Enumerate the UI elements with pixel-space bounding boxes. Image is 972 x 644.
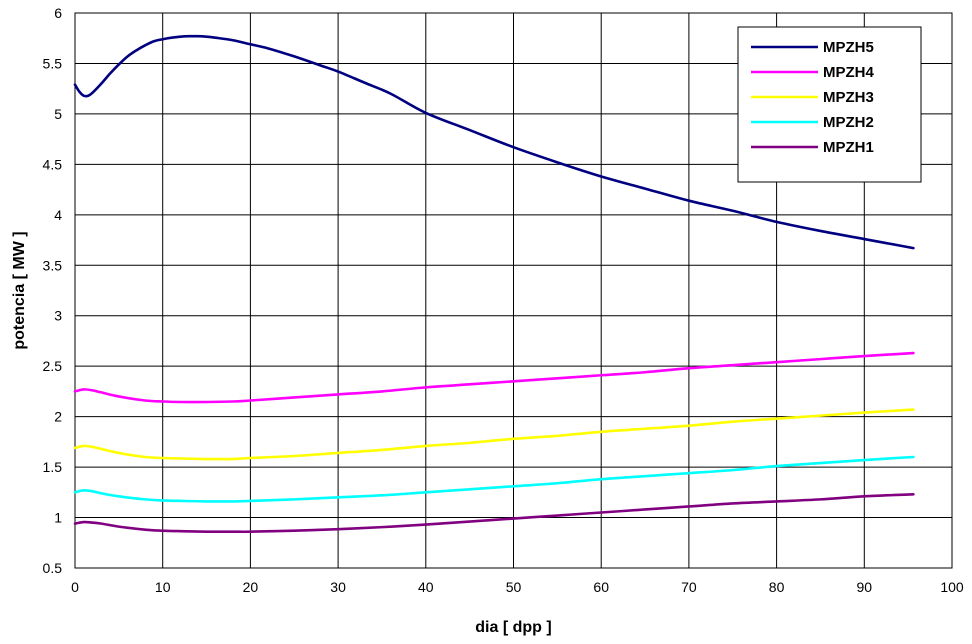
series-layer (73, 34, 915, 534)
y-tick-label: 2.5 (43, 358, 63, 374)
legend-label: MPZH3 (823, 89, 874, 106)
x-axis-title: dia [ dpp ] (475, 619, 551, 636)
x-tick-labels: 0 10 20 30 40 50 60 70 80 90 100 (71, 579, 964, 595)
y-tick-label: 0.5 (43, 560, 63, 576)
x-tick-label: 40 (418, 579, 434, 595)
x-tick-label: 60 (593, 579, 609, 595)
series-line-mpzh1 (73, 493, 915, 534)
y-tick-label: 5 (54, 106, 62, 122)
y-tick-label: 6 (54, 5, 62, 21)
series-line-mpzh2 (73, 455, 915, 503)
x-tick-label: 90 (857, 579, 873, 595)
y-tick-labels: 0.5 1 1.5 2 2.5 3 3.5 4 4.5 5 5.5 6 (43, 5, 63, 576)
x-tick-label: 50 (506, 579, 522, 595)
legend-label: MPZH5 (823, 39, 874, 56)
x-tick-label: 70 (681, 579, 697, 595)
y-tick-label: 4 (54, 207, 62, 223)
series-line-mpzh4 (73, 351, 915, 404)
y-tick-label: 1.5 (43, 459, 63, 475)
legend-box (737, 26, 922, 183)
legend-label: MPZH4 (823, 64, 874, 81)
legend: MPZH5 MPZH4 MPZH3 MPZH2 MPZH1 (737, 26, 922, 183)
y-axis-title: potencia [ MW ] (11, 231, 28, 349)
x-tick-label: 20 (243, 579, 259, 595)
series-line-mpzh5 (73, 34, 915, 250)
legend-label: MPZH1 (823, 139, 874, 156)
x-tick-label: 30 (330, 579, 346, 595)
x-tick-label: 80 (769, 579, 785, 595)
y-tick-label: 2 (54, 409, 62, 425)
series-line-mpzh3 (73, 408, 915, 461)
y-tick-label: 3 (54, 308, 62, 324)
y-tick-label: 5.5 (43, 55, 63, 71)
y-tick-label: 4.5 (43, 156, 63, 172)
y-tick-label: 3.5 (43, 257, 63, 273)
x-tick-label: 100 (940, 579, 964, 595)
plot-area-border (74, 12, 953, 569)
y-tick-label: 1 (54, 510, 62, 526)
legend-label: MPZH2 (823, 114, 874, 131)
x-tick-label: 0 (71, 579, 79, 595)
x-tick-label: 10 (155, 579, 171, 595)
